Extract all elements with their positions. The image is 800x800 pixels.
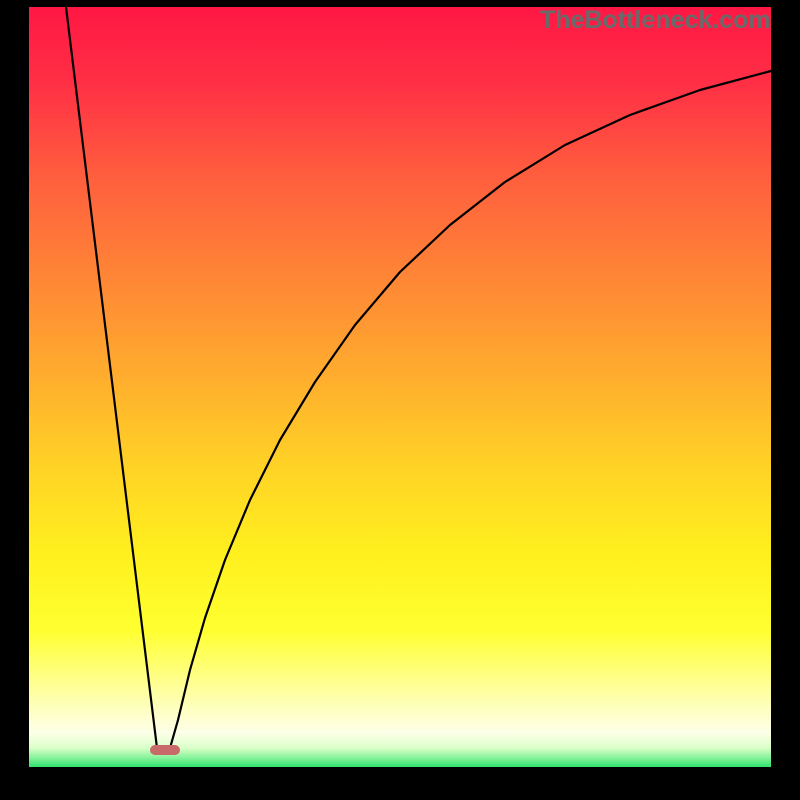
optimal-point-marker bbox=[150, 745, 180, 755]
watermark-text: TheBottleneck.com bbox=[540, 6, 771, 35]
chart-container: TheBottleneck.com bbox=[0, 0, 800, 800]
bottleneck-chart bbox=[0, 0, 800, 800]
